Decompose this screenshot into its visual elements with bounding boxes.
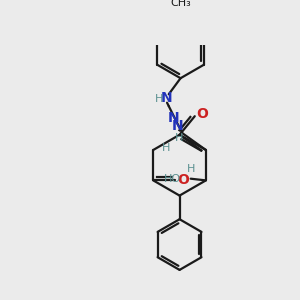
- Text: H: H: [175, 133, 183, 143]
- Text: O: O: [177, 173, 189, 188]
- Text: O: O: [196, 107, 208, 121]
- Text: H: H: [187, 164, 195, 174]
- Text: N: N: [171, 119, 183, 133]
- Text: H: H: [154, 94, 163, 104]
- Text: CH₃: CH₃: [170, 0, 191, 8]
- Text: N: N: [161, 91, 173, 105]
- Text: HO: HO: [164, 174, 181, 184]
- Text: H: H: [162, 143, 170, 153]
- Text: N: N: [168, 111, 180, 125]
